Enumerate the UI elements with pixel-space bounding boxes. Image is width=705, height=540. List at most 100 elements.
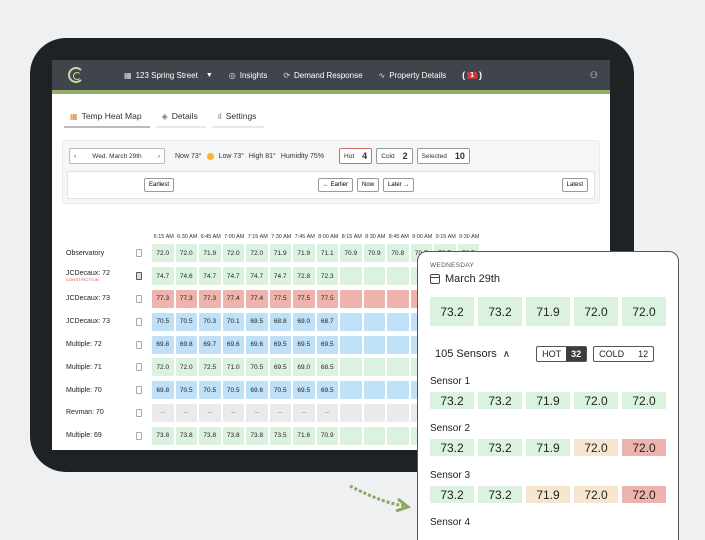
earlier-button[interactable]: ← Earlier — [318, 178, 354, 192]
heat-cell[interactable] — [387, 426, 409, 445]
heat-cell[interactable] — [387, 289, 409, 308]
heat-cell[interactable]: 69.6 — [222, 335, 244, 354]
heat-cell[interactable]: 71.9 — [199, 244, 221, 263]
heat-cell[interactable] — [363, 267, 385, 286]
heat-cell[interactable]: 69.0 — [293, 358, 315, 377]
sensor-cell[interactable]: 73.2 — [478, 439, 522, 456]
heat-cell[interactable]: 70.9 — [340, 244, 362, 263]
heat-cell[interactable]: 72.0 — [175, 358, 197, 377]
heat-cell[interactable] — [340, 426, 362, 445]
heat-cell[interactable]: 74.7 — [199, 267, 221, 286]
heat-cell[interactable]: 69.5 — [293, 381, 315, 400]
heat-cell[interactable]: 72.3 — [316, 267, 338, 286]
heat-cell[interactable]: 70.5 — [199, 381, 221, 400]
cold-pill[interactable]: COLD 12 — [593, 346, 655, 362]
heat-cell[interactable]: 74.7 — [152, 267, 174, 286]
heat-cell[interactable]: 77.3 — [175, 289, 197, 308]
heat-cell[interactable] — [340, 403, 362, 422]
sensor-cell[interactable]: 72.0 — [622, 486, 666, 503]
heat-cell[interactable]: 69.6 — [246, 335, 268, 354]
heat-cell[interactable]: 71.1 — [316, 244, 338, 263]
heat-cell[interactable]: 72.0 — [152, 244, 174, 263]
heat-cell[interactable]: 69.5 — [269, 358, 291, 377]
alert-badge[interactable]: ( 1 ) — [462, 70, 482, 80]
heat-cell[interactable]: 72.8 — [293, 267, 315, 286]
sensor-cell[interactable]: 73.2 — [430, 486, 474, 503]
heat-cell[interactable]: 70.5 — [152, 312, 174, 331]
document-icon[interactable] — [136, 408, 142, 417]
heat-cell[interactable]: 71.9 — [269, 244, 291, 263]
heat-cell[interactable]: 70.8 — [387, 244, 409, 263]
selected-filter-chip[interactable]: Selected 10 — [416, 148, 470, 164]
nav-insights[interactable]: ◎ Insights — [229, 71, 268, 80]
heat-cell[interactable]: 69.8 — [175, 335, 197, 354]
document-icon[interactable] — [136, 272, 142, 281]
heat-cell[interactable]: 77.3 — [152, 289, 174, 308]
heat-cell[interactable]: 73.8 — [246, 426, 268, 445]
tab-settings[interactable]: ıl Settings — [211, 107, 265, 128]
heat-cell[interactable]: 73.8 — [222, 426, 244, 445]
heat-cell[interactable]: 77.4 — [222, 289, 244, 308]
heat-cell[interactable]: 70.5 — [175, 312, 197, 331]
sensor-cell[interactable]: 73.2 — [478, 392, 522, 409]
heat-cell[interactable]: 69.5 — [246, 312, 268, 331]
heat-cell[interactable]: 73.8 — [175, 426, 197, 445]
heat-cell[interactable] — [387, 358, 409, 377]
tab-temp-heat-map[interactable]: ▦ Temp Heat Map — [64, 107, 150, 128]
heat-cell[interactable]: -- — [222, 403, 244, 422]
heat-cell[interactable]: 77.5 — [316, 289, 338, 308]
heat-cell[interactable] — [340, 335, 362, 354]
sensor-cell[interactable]: 71.9 — [526, 439, 570, 456]
sensor-cell[interactable]: 72.0 — [574, 486, 618, 503]
later-button[interactable]: Later → — [383, 178, 415, 192]
logo-icon[interactable] — [68, 67, 84, 83]
latest-button[interactable]: Latest — [561, 178, 588, 192]
document-icon[interactable] — [136, 363, 142, 372]
sensor-cell[interactable]: 72.0 — [622, 392, 666, 409]
heat-cell[interactable]: 70.5 — [269, 381, 291, 400]
heat-cell[interactable] — [363, 335, 385, 354]
heat-cell[interactable] — [340, 267, 362, 286]
document-icon[interactable] — [136, 317, 142, 326]
heat-cell[interactable] — [363, 358, 385, 377]
heat-cell[interactable] — [340, 289, 362, 308]
heat-cell[interactable]: 69.6 — [246, 381, 268, 400]
heat-cell[interactable]: 70.1 — [222, 312, 244, 331]
heat-cell[interactable]: 72.0 — [175, 244, 197, 263]
heat-cell[interactable]: 72.0 — [152, 358, 174, 377]
sensor-label[interactable]: Sensor 2 — [430, 423, 471, 434]
heat-cell[interactable]: 77.5 — [269, 289, 291, 308]
heat-cell[interactable]: 70.5 — [175, 381, 197, 400]
heat-cell[interactable]: 70.5 — [222, 381, 244, 400]
heat-cell[interactable]: 68.8 — [269, 312, 291, 331]
heat-cell[interactable] — [387, 335, 409, 354]
sensor-cell[interactable]: 72.0 — [574, 392, 618, 409]
heat-cell[interactable] — [340, 381, 362, 400]
now-button[interactable]: Now — [357, 178, 380, 192]
heat-cell[interactable]: 69.7 — [199, 335, 221, 354]
heat-cell[interactable]: 74.7 — [246, 267, 268, 286]
document-icon[interactable] — [136, 386, 142, 395]
heat-cell[interactable]: 71.6 — [293, 426, 315, 445]
heat-cell[interactable]: 69.5 — [316, 335, 338, 354]
heat-cell[interactable]: 69.5 — [293, 335, 315, 354]
heat-cell[interactable]: 68.7 — [316, 312, 338, 331]
heat-cell[interactable] — [363, 426, 385, 445]
document-icon[interactable] — [136, 431, 142, 440]
heat-cell[interactable]: 71.0 — [222, 358, 244, 377]
chevron-up-icon[interactable]: ∧ — [502, 348, 511, 360]
heat-cell[interactable]: -- — [293, 403, 315, 422]
cold-filter-chip[interactable]: Cold 2 — [376, 148, 413, 164]
document-icon[interactable] — [136, 340, 142, 349]
heat-cell[interactable]: 73.8 — [199, 426, 221, 445]
heat-cell[interactable] — [363, 289, 385, 308]
heat-cell[interactable]: 74.7 — [222, 267, 244, 286]
heat-cell[interactable]: 77.3 — [199, 289, 221, 308]
heat-cell[interactable]: 71.9 — [293, 244, 315, 263]
heat-cell[interactable]: 77.5 — [293, 289, 315, 308]
nav-demand-response[interactable]: ⟳ Demand Response — [283, 71, 362, 80]
sensor-cell[interactable]: 72.0 — [574, 439, 618, 456]
chevron-left-icon[interactable]: ‹ — [74, 152, 77, 160]
heat-cell[interactable]: -- — [316, 403, 338, 422]
earliest-button[interactable]: Earliest — [144, 178, 175, 192]
